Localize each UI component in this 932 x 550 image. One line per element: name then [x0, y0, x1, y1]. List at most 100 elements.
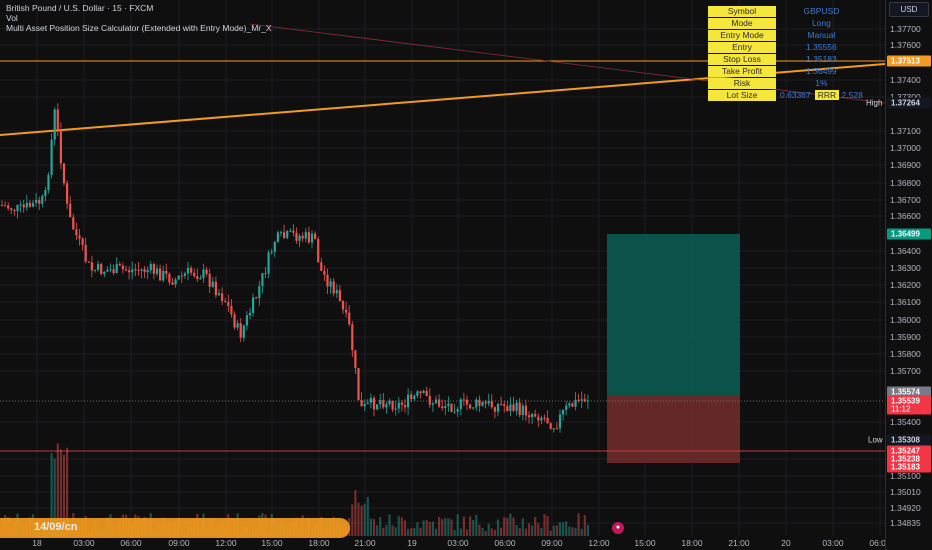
- candle-body: [298, 235, 301, 241]
- candle-body: [478, 399, 481, 406]
- time-tick: 18:00: [308, 538, 330, 548]
- price-chart[interactable]: [0, 0, 885, 550]
- candle-body: [487, 401, 490, 404]
- price-tick: 1.36700: [890, 195, 921, 205]
- candle-body: [453, 411, 456, 413]
- candle-body: [152, 264, 155, 274]
- candle-body: [512, 404, 515, 411]
- currency-button[interactable]: USD: [889, 2, 929, 17]
- candle-body: [351, 324, 354, 351]
- current-price-label: 1.35539: [887, 395, 931, 407]
- volume-bar: [354, 490, 357, 536]
- candle-body: [177, 275, 180, 280]
- volume-bar: [425, 520, 428, 536]
- candle-body: [16, 204, 19, 212]
- candle-body: [28, 202, 31, 207]
- candle-body: [264, 273, 267, 275]
- candle-body: [53, 109, 56, 140]
- candle-body: [341, 300, 345, 310]
- volume-bar: [496, 519, 500, 536]
- candle-body: [425, 390, 428, 396]
- candle-body: [326, 274, 329, 287]
- candle-body: [62, 163, 66, 184]
- economic-event-icon[interactable]: ●: [612, 522, 624, 534]
- candle-body: [75, 229, 78, 236]
- price-tick: 1.36800: [890, 178, 921, 188]
- risk-value: 1%: [815, 78, 828, 88]
- candle-body: [149, 264, 152, 271]
- candle-body: [87, 261, 90, 263]
- price-tick: 1.35900: [890, 332, 921, 342]
- volume-bar: [366, 497, 369, 536]
- price-tick: 1.35400: [890, 417, 921, 427]
- volume-bar: [571, 527, 574, 536]
- candle-body: [493, 407, 496, 412]
- last-price-label: 1.35574: [887, 386, 931, 398]
- volume-bar: [512, 517, 515, 536]
- candle-body: [515, 402, 518, 411]
- volume-bar: [524, 528, 527, 536]
- volume-bar: [543, 514, 546, 536]
- symbol-key: Symbol: [708, 6, 776, 17]
- volume-bar: [369, 518, 372, 536]
- candle-body: [329, 281, 332, 287]
- line-price-label: 1.37513: [887, 55, 931, 67]
- lot-size-value: 0.63367 RRR 2.528: [777, 90, 866, 101]
- candle-body: [562, 409, 565, 415]
- candle-body: [155, 268, 159, 274]
- candle-body: [413, 395, 416, 399]
- volume-bar: [540, 527, 543, 536]
- candle-body: [484, 402, 487, 404]
- candle-body: [580, 399, 583, 401]
- candle-body: [456, 409, 459, 412]
- candle-body: [438, 399, 441, 407]
- volume-bar: [62, 454, 66, 536]
- volume-bar: [481, 527, 484, 536]
- candle-body: [314, 233, 317, 240]
- volume-bar: [574, 527, 577, 536]
- symbol-title[interactable]: British Pound / U.S. Dollar · 15 · FXCM: [6, 3, 154, 13]
- symbol-value: GBPUSD: [803, 6, 840, 16]
- candle-body: [531, 413, 534, 418]
- time-tick: 12:00: [215, 538, 237, 548]
- chart-area[interactable]: British Pound / U.S. Dollar · 15 · FXCM …: [0, 0, 891, 550]
- indicator-calculator[interactable]: Multi Asset Position Size Calculator (Ex…: [6, 23, 272, 33]
- candle-body: [66, 183, 69, 204]
- candle-body: [338, 290, 341, 301]
- volume-bar: [462, 516, 465, 536]
- candle-body: [354, 350, 357, 369]
- candle-body: [292, 230, 295, 233]
- volume-bar: [50, 453, 53, 536]
- low-label: Low: [868, 435, 883, 445]
- take-profit-zone: [607, 234, 740, 395]
- volume-bar: [376, 525, 379, 536]
- candle-body: [25, 202, 28, 208]
- candle-body: [84, 244, 87, 262]
- candle-body: [202, 269, 205, 279]
- candle-body: [47, 174, 50, 191]
- candle-body: [245, 315, 248, 326]
- time-tick: 09:00: [168, 538, 190, 548]
- volume-bar: [422, 520, 425, 536]
- candle-body: [171, 282, 174, 285]
- candle-body: [428, 395, 431, 405]
- candle-body: [571, 403, 574, 407]
- candle-body: [261, 273, 264, 287]
- candle-body: [577, 399, 580, 401]
- time-tick: 06:00: [869, 538, 891, 548]
- candle-body: [22, 204, 25, 208]
- volume-bar: [478, 524, 481, 536]
- stop-loss-value: 1.35183: [806, 54, 837, 64]
- candle-body: [239, 323, 242, 338]
- candle-body: [391, 400, 394, 410]
- candle-body: [252, 297, 255, 313]
- indicator-vol[interactable]: Vol: [6, 13, 18, 23]
- volume-bar: [438, 516, 441, 536]
- candle-body: [447, 403, 450, 407]
- candle-body: [360, 400, 363, 407]
- stop-loss-zone: [607, 395, 740, 463]
- candle-body: [267, 252, 270, 274]
- price-tick: 1.36200: [890, 280, 921, 290]
- date-badge-text: 14/09/cn: [34, 521, 78, 533]
- time-axis[interactable]: 18 03:00 06:00 09:00 12:00 15:00 18:00 21:00 19 0…: [0, 536, 890, 550]
